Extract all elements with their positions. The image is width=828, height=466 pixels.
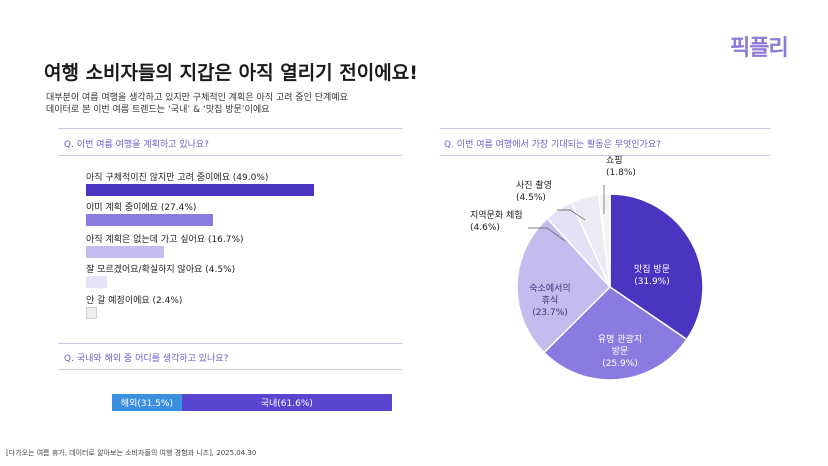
q2-divider	[58, 343, 402, 344]
q3-divider	[440, 128, 770, 129]
pie-label: 지역문화 체험 (4.6%)	[470, 210, 523, 233]
q1-bar	[86, 276, 107, 288]
q1-bar-label: 아직 계획은 없는데 가고 싶어요 (16.7%)	[86, 235, 244, 245]
pie-slice	[609, 193, 704, 341]
pie-label: 맛집 방문 (31.9%)	[634, 263, 670, 287]
pie-label: 숙소에서의 휴식 (23.7%)	[529, 283, 570, 318]
q1-question: Q. 이번 여름 여행을 계획하고 있나요?	[64, 140, 209, 150]
q1-bar	[86, 307, 98, 319]
q1-bar	[86, 246, 164, 258]
q1-bar-label: 안 갈 예정이에요 (2.4%)	[86, 296, 183, 306]
q1-divider	[58, 128, 402, 129]
source-footnote: [다가오는 여름 휴가, 데이터로 알아보는 소비자들의 여행 경험과 니즈],…	[6, 449, 257, 457]
q2-segment-overseas: 해외(31.5%)	[112, 394, 182, 411]
pie-label: 쇼핑 (1.8%)	[606, 155, 636, 178]
q1-bar	[86, 184, 314, 196]
q2-question: Q. 국내와 해외 중 어디를 생각하고 있나요?	[64, 354, 229, 364]
subtitle-line-1: 대부분이 여름 여행을 생각하고 있지만 구체적인 계획은 아직 고려 중인 단…	[46, 93, 348, 103]
pie-slice	[542, 286, 688, 381]
q3-question: Q. 이번 여름 여행에서 가장 기대되는 활동은 무엇인가요?	[444, 140, 661, 150]
pie-label: 사진 촬영 (4.5%)	[516, 180, 552, 203]
q1-bar-label: 이미 계획 중이에요 (27.4%)	[86, 203, 197, 213]
leader-line	[528, 227, 566, 242]
page-subtitle: 대부분이 여름 여행을 생각하고 있지만 구체적인 계획은 아직 고려 중인 단…	[46, 92, 348, 116]
q1-bar	[86, 214, 214, 226]
pie-label: 유명 관광지 방문 (25.9%)	[598, 333, 642, 369]
subtitle-line-2: 데이터로 본 이번 여름 트렌드는 ‘국내’ & ‘맛집 방문’이에요	[46, 105, 270, 115]
leader-line	[557, 209, 586, 221]
pie-slice	[516, 217, 612, 354]
q1-divider-bottom	[58, 155, 402, 156]
page-title: 여행 소비자들의 지갑은 아직 열리기 전이에요!	[44, 62, 418, 84]
q2-segment-domestic: 국내(61.6%)	[181, 394, 392, 411]
q1-bar-label: 잘 모르겠어요/확실하지 않아요 (4.5%)	[86, 265, 236, 275]
brand-logo: 픽플리	[730, 36, 789, 61]
q2-divider-bottom	[58, 369, 402, 370]
q1-bar-label: 아직 구체적이진 않지만 고려 중이에요 (49.0%)	[86, 173, 269, 183]
q3-divider-bottom	[440, 155, 770, 156]
